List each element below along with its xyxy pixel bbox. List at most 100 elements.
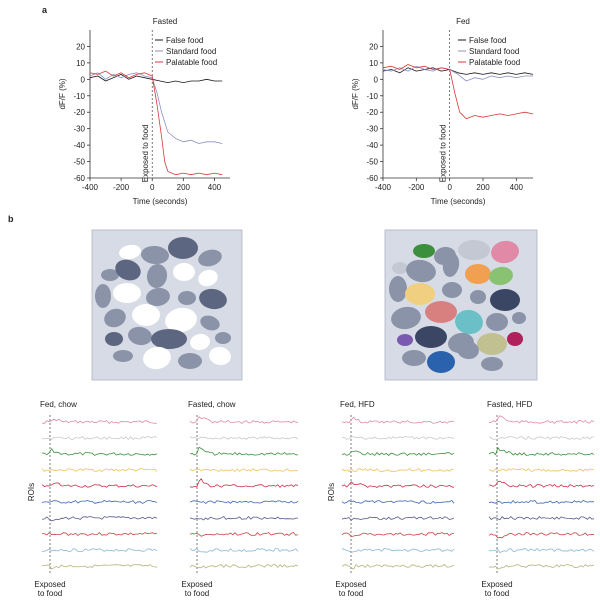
roi-cell xyxy=(457,340,479,360)
roi-trace-line xyxy=(41,500,158,504)
series-line-palatable-food xyxy=(382,64,534,120)
roi-trace-line xyxy=(488,436,595,440)
roi-cell xyxy=(178,353,202,369)
roi-trace-line xyxy=(189,532,299,537)
series-line-standard-food xyxy=(382,65,533,82)
roi-trace-line xyxy=(41,448,158,456)
y-tick-label: -60 xyxy=(73,174,85,183)
y-tick-label: 20 xyxy=(76,42,85,51)
y-tick-label: -20 xyxy=(366,108,378,117)
roi-cell xyxy=(458,240,490,260)
roi-trace-line xyxy=(488,564,595,570)
rois-label: ROIs xyxy=(327,483,336,501)
roi-cell xyxy=(215,332,231,344)
roi-cell xyxy=(198,269,218,287)
roi-cell xyxy=(132,304,160,326)
exposed-label: to food xyxy=(339,589,363,598)
roi-trace-line xyxy=(488,415,595,424)
roi-cell xyxy=(389,276,407,302)
roi-trace-line xyxy=(488,480,595,488)
roi-cell xyxy=(507,332,523,346)
exposure-annotation: Exposed to food xyxy=(439,124,448,182)
exposed-label: to food xyxy=(185,589,209,598)
roi-cell xyxy=(391,306,421,330)
roi-trace-line xyxy=(488,468,594,472)
x-tick-label: 400 xyxy=(208,183,222,192)
roi-trace-line xyxy=(341,481,455,488)
roi-trace-line xyxy=(41,468,158,472)
fasted-chart: Fasted 20 10 0 -10 -20 -30 -40 -50 -60-400 -200 0 20… xyxy=(58,17,230,206)
x-tick-label: 0 xyxy=(150,183,155,192)
roi-trace-line xyxy=(488,516,595,521)
roi-cell xyxy=(425,301,457,323)
trace-group-title: Fasted, chow xyxy=(188,400,236,409)
y-tick-label: -30 xyxy=(73,125,85,134)
roi-cell xyxy=(168,237,198,259)
rois-label: ROIs xyxy=(27,483,36,501)
roi-trace-line xyxy=(341,516,455,521)
roi-trace-line xyxy=(41,482,158,488)
roi-cell xyxy=(119,244,141,260)
roi-cell xyxy=(491,240,519,264)
x-tick-label: 0 xyxy=(447,183,452,192)
roi-trace-line xyxy=(341,564,455,570)
exposure-annotation: Exposed to food xyxy=(141,124,150,182)
trace-group-title: Fasted, HFD xyxy=(487,400,533,409)
roi-cell xyxy=(477,333,507,355)
roi-cell xyxy=(146,287,170,307)
roi-trace-line xyxy=(341,500,455,504)
y-tick-label: -50 xyxy=(366,158,378,167)
roi-trace-line xyxy=(189,478,299,488)
x-tick-label: -200 xyxy=(113,183,130,192)
roi-trace-line xyxy=(189,446,299,456)
y-tick-label: 10 xyxy=(76,59,85,68)
roi-trace-line xyxy=(41,436,158,440)
trace-group-title: Fed, chow xyxy=(40,400,77,409)
roi-cell xyxy=(442,282,462,298)
x-tick-label: 200 xyxy=(177,183,191,192)
exposed-label: Exposed xyxy=(335,580,366,589)
roi-trace-line xyxy=(488,532,595,539)
roi-cell xyxy=(105,332,123,346)
roi-trace-line xyxy=(189,416,299,424)
roi-cell xyxy=(113,350,133,362)
roi-cell xyxy=(413,244,435,258)
exposed-label: to food xyxy=(485,589,509,598)
roi-cell xyxy=(470,290,486,304)
roi-trace-line xyxy=(41,516,158,522)
roi-trace-line xyxy=(341,436,455,440)
panel-label-b: b xyxy=(8,214,14,224)
y-tick-label: -10 xyxy=(366,92,378,101)
chart-title: Fed xyxy=(456,17,470,26)
roi-cell xyxy=(442,253,460,277)
y-axis-label: dF/F (%) xyxy=(351,78,360,109)
roi-grayscale-panel xyxy=(91,229,243,381)
legend-label: False food xyxy=(469,36,506,45)
roi-cell xyxy=(200,315,220,331)
y-tick-label: -40 xyxy=(366,141,378,150)
roi-cell xyxy=(198,249,222,267)
roi-trace-line xyxy=(189,468,299,472)
roi-trace-line xyxy=(41,548,158,552)
roi-trace-line xyxy=(341,416,455,424)
y-tick-label: -40 xyxy=(73,141,85,150)
roi-trace-line xyxy=(189,516,298,521)
roi-trace-line xyxy=(488,500,595,504)
roi-cell xyxy=(128,326,152,346)
roi-cell xyxy=(141,245,169,265)
roi-cell xyxy=(95,284,111,308)
roi-cell xyxy=(151,329,187,349)
roi-trace-line xyxy=(41,532,158,536)
y-tick-label: -50 xyxy=(73,158,85,167)
exposed-label: to food xyxy=(38,589,62,598)
x-tick-label: -400 xyxy=(82,183,99,192)
roi-cell xyxy=(165,307,197,333)
roi-cell xyxy=(173,263,195,281)
roi-cell xyxy=(405,283,435,305)
